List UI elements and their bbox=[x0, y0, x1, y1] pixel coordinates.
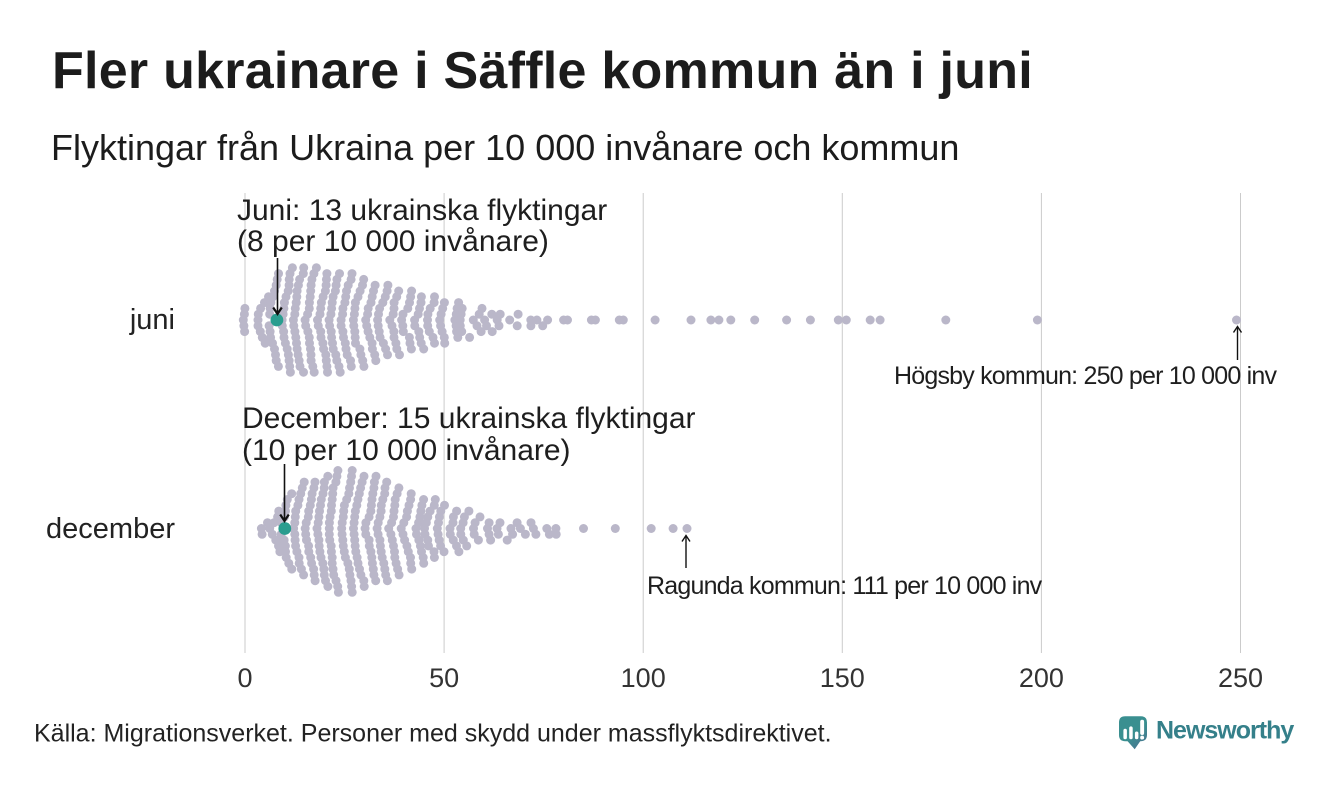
svg-text:Ragunda kommun: 111 per 10 000: Ragunda kommun: 111 per 10 000 inv bbox=[647, 572, 1043, 600]
svg-text:50: 50 bbox=[429, 663, 459, 693]
svg-text:December: 15 ukrainska flyktin: December: 15 ukrainska flyktingar bbox=[242, 402, 696, 435]
svg-text:0: 0 bbox=[237, 663, 252, 693]
svg-text:Juni: 13 ukrainska flyktingar: Juni: 13 ukrainska flyktingar bbox=[237, 194, 607, 227]
svg-text:Högsby kommun: 250 per 10 000: Högsby kommun: 250 per 10 000 inv bbox=[894, 362, 1277, 390]
svg-text:250: 250 bbox=[1218, 663, 1263, 693]
svg-text:(10 per 10 000 invånare): (10 per 10 000 invånare) bbox=[242, 434, 571, 467]
svg-text:december: december bbox=[46, 513, 175, 545]
svg-text:200: 200 bbox=[1019, 663, 1064, 693]
svg-text:(8 per 10 000 invånare): (8 per 10 000 invånare) bbox=[237, 225, 549, 258]
svg-text:juni: juni bbox=[129, 304, 175, 336]
svg-text:Newsworthy: Newsworthy bbox=[1156, 717, 1294, 745]
svg-text:Källa: Migrationsverket. Perso: Källa: Migrationsverket. Personer med sk… bbox=[34, 720, 832, 748]
svg-text:Fler ukrainare i Säffle kommun: Fler ukrainare i Säffle kommun än i juni bbox=[52, 42, 1033, 100]
svg-text:Flyktingar från Ukraina per 10: Flyktingar från Ukraina per 10 000 invån… bbox=[51, 127, 959, 168]
svg-text:150: 150 bbox=[820, 663, 865, 693]
svg-text:100: 100 bbox=[621, 663, 666, 693]
